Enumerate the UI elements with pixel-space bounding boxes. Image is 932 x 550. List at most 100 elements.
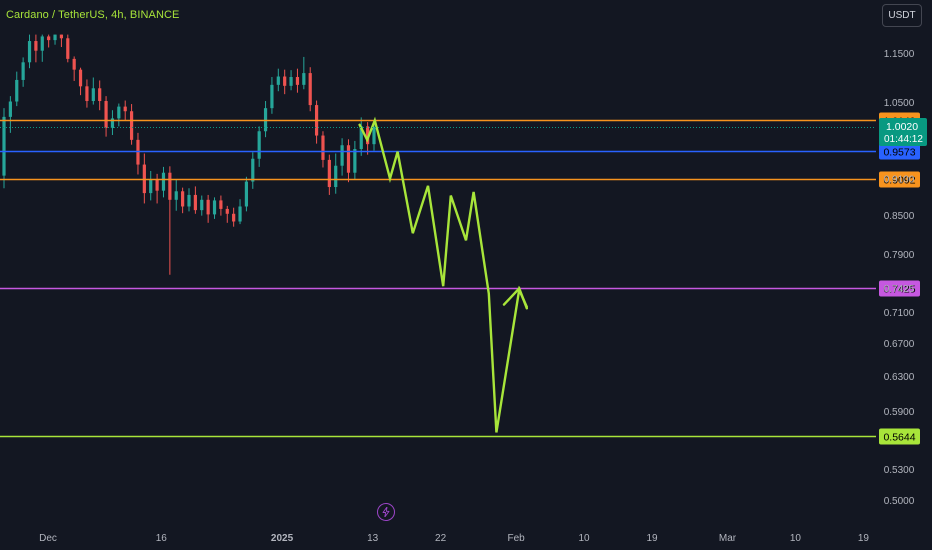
candle-body <box>321 135 325 160</box>
candle-body <box>129 111 134 140</box>
candle-body <box>98 88 102 102</box>
y-tick-label: 0.6300 <box>884 372 915 383</box>
candle-body <box>359 126 363 150</box>
candle-body <box>200 199 204 211</box>
candle-body <box>47 36 51 41</box>
x-tick-label: Feb <box>507 533 525 544</box>
y-tick-label: 0.5000 <box>884 496 915 507</box>
candle-body <box>193 194 197 211</box>
candle-body <box>308 73 312 106</box>
candle-body <box>257 131 261 159</box>
candle-body <box>149 179 153 194</box>
x-tick-label: 10 <box>790 533 802 544</box>
candle-body <box>8 101 12 117</box>
bolt-icon <box>382 507 390 517</box>
candle-body <box>155 179 159 191</box>
candle-body <box>40 36 44 51</box>
level-tag-label: 0.9092 <box>883 175 915 187</box>
level-tag <box>879 171 920 188</box>
candle-body <box>270 84 274 109</box>
y-tick-label: 0.7900 <box>884 250 915 261</box>
candle-body <box>34 41 38 51</box>
y-tick-label: 0.5900 <box>884 407 915 418</box>
candle-body <box>117 106 121 119</box>
y-tick-label: 0.7425 <box>884 284 915 295</box>
candle-body <box>244 181 249 207</box>
candle-body <box>91 88 95 102</box>
candle-body <box>302 73 306 85</box>
candle-body <box>174 191 178 200</box>
y-tick-label: 0.9100 <box>884 175 915 186</box>
candle-body <box>372 126 376 145</box>
y-axis: 1.1500 1.0500 0.9100 0.8500 0.7900 0.7425 0.71… <box>0 49 927 507</box>
candles-group <box>2 34 376 275</box>
candle-body <box>295 77 300 85</box>
candle-body <box>366 126 370 145</box>
candle-body <box>21 62 25 80</box>
candle-body <box>168 172 172 200</box>
candle-body <box>219 200 223 209</box>
y-tick-label: 1.0500 <box>884 98 915 109</box>
x-tick-label: 13 <box>367 533 379 544</box>
x-tick-label: 19 <box>646 533 658 544</box>
candle-body <box>212 200 217 215</box>
candle-body <box>72 58 76 70</box>
level-tag <box>879 280 920 297</box>
x-tick-label: 22 <box>435 533 447 544</box>
candle-body <box>78 69 83 87</box>
x-tick-label: Dec <box>39 533 57 544</box>
candle-body <box>289 77 293 86</box>
currency-button[interactable]: USDT <box>882 4 922 27</box>
candle-body <box>353 149 357 173</box>
chart-title-text: Cardano / TetherUS, 4h, BINANCE <box>6 9 180 21</box>
candle-body <box>110 118 115 129</box>
candle-body <box>334 165 338 188</box>
candle-body <box>283 76 287 86</box>
candle-body <box>238 206 242 222</box>
candle-body <box>327 159 331 188</box>
level-tag-label: 0.9573 <box>883 147 915 159</box>
current-price-tag <box>879 118 927 146</box>
x-tick-label: 16 <box>156 533 168 544</box>
candle-body <box>276 76 280 85</box>
candle-body <box>340 145 344 166</box>
level-tag-label: 0.7425 <box>883 284 915 296</box>
candle-body <box>59 34 64 39</box>
level-tag <box>879 143 920 160</box>
candle-body <box>2 116 6 176</box>
candle-body <box>161 172 166 191</box>
x-tick-label: Mar <box>719 533 737 544</box>
level-tag-label: 0.5644 <box>883 432 915 444</box>
x-tick-label: 10 <box>578 533 590 544</box>
currency-label: USDT <box>888 10 916 21</box>
candle-body <box>187 194 191 207</box>
candle-body <box>27 41 32 63</box>
chart-title: Cardano / TetherUS, 4h, BINANCE <box>6 9 179 21</box>
candle-body <box>346 145 351 173</box>
candle-body <box>104 101 108 129</box>
y-tick-label: 0.7100 <box>884 308 915 319</box>
y-tick-label: 1.1500 <box>884 49 915 60</box>
projection-path <box>358 116 528 433</box>
candle-body <box>225 208 229 214</box>
x-tick-label: 19 <box>858 533 870 544</box>
candle-body <box>263 108 268 132</box>
candle-body <box>206 199 210 215</box>
current-price-value: 1.0020 <box>886 121 918 133</box>
candle-body <box>85 86 89 102</box>
y-tick-label: 0.6700 <box>884 339 915 350</box>
candle-body <box>66 38 70 59</box>
y-tick-label: 0.5300 <box>884 465 915 476</box>
projection-group <box>358 116 528 433</box>
tradingview-bolt-icon[interactable] <box>377 503 395 521</box>
projection-arrow-head <box>502 286 528 310</box>
current-price-countdown: 01:44:12 <box>884 134 923 145</box>
level-tag <box>879 428 920 445</box>
y-tick-label: 0.8500 <box>884 211 915 222</box>
candle-body <box>232 213 236 222</box>
candle-body <box>123 106 127 112</box>
x-axis: Dec 16 2025 13 22 Feb 10 19 Mar 10 19 <box>39 533 869 544</box>
candle-body <box>251 158 255 182</box>
candle-body <box>15 79 19 102</box>
